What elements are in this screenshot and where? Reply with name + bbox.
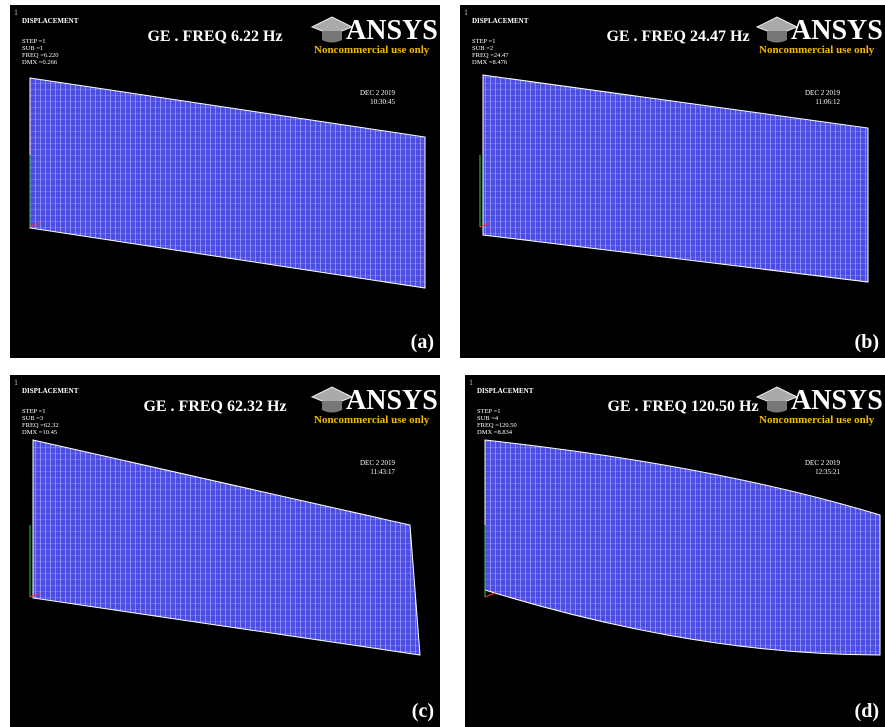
step-info: SUB =4 <box>477 415 499 422</box>
step-info: FREQ =6.220 <box>22 52 59 59</box>
logo: ANSYS <box>346 385 438 416</box>
mesh <box>483 75 868 282</box>
corner-number: 1 <box>14 8 18 17</box>
logo-cap <box>322 401 342 413</box>
time: 11:43:17 <box>370 468 395 476</box>
corner-number: 1 <box>464 8 468 17</box>
step-info: STEP =1 <box>22 38 45 45</box>
logo-note: Noncommercial use only <box>314 44 430 56</box>
step-info: DMX =8.834 <box>477 429 513 436</box>
step-info: FREQ =24.47 <box>472 52 509 59</box>
panel-label: (c) <box>412 700 434 722</box>
logo-cap <box>322 31 342 43</box>
logo-note: Noncommercial use only <box>759 414 875 426</box>
header: DISPLACEMENT <box>22 387 79 395</box>
step-info: STEP =1 <box>22 408 45 415</box>
date: DEC 2 2019 <box>805 89 841 97</box>
date: DEC 2 2019 <box>360 89 396 97</box>
frequency-title: GE . FREQ 6.22 Hz <box>147 28 282 45</box>
step-info: DMX =10.45 <box>22 429 57 436</box>
logo: ANSYS <box>791 385 883 416</box>
step-info: DMX =8.476 <box>472 59 508 66</box>
header: DISPLACEMENT <box>477 387 534 395</box>
corner-number: 1 <box>469 378 473 387</box>
panel-label: (a) <box>411 331 434 353</box>
step-info: SUB =1 <box>22 45 43 52</box>
step-info: SUB =3 <box>22 415 43 422</box>
panel-label: (b) <box>855 331 879 353</box>
logo: ANSYS <box>346 15 438 46</box>
corner-number: 1 <box>14 378 18 387</box>
panel-label: (d) <box>855 700 879 722</box>
frequency-title: GE . FREQ 120.50 Hz <box>607 398 758 415</box>
time: 10:30:45 <box>370 98 395 106</box>
logo-note: Noncommercial use only <box>314 414 430 426</box>
logo-cap <box>767 31 787 43</box>
mesh <box>33 440 420 655</box>
frequency-title: GE . FREQ 62.32 Hz <box>143 398 286 415</box>
logo-note: Noncommercial use only <box>759 44 875 56</box>
step-info: FREQ =62.32 <box>22 422 59 429</box>
logo-cap <box>767 401 787 413</box>
logo: ANSYS <box>791 15 883 46</box>
step-info: STEP =1 <box>477 408 500 415</box>
date: DEC 2 2019 <box>360 459 396 467</box>
mesh <box>30 78 425 288</box>
header: DISPLACEMENT <box>472 17 529 25</box>
time: 12:35:21 <box>815 468 840 476</box>
header: DISPLACEMENT <box>22 17 79 25</box>
date: DEC 2 2019 <box>805 459 841 467</box>
figure: 1DISPLACEMENTSTEP =1SUB =1FREQ =6.220DMX… <box>0 0 885 727</box>
step-info: FREQ =120.50 <box>477 422 517 429</box>
frequency-title: GE . FREQ 24.47 Hz <box>606 28 749 45</box>
time: 11:06:12 <box>815 98 840 106</box>
step-info: DMX =0.266 <box>22 59 58 66</box>
axis-triad <box>485 593 495 597</box>
step-info: STEP =1 <box>472 38 495 45</box>
step-info: SUB =2 <box>472 45 493 52</box>
